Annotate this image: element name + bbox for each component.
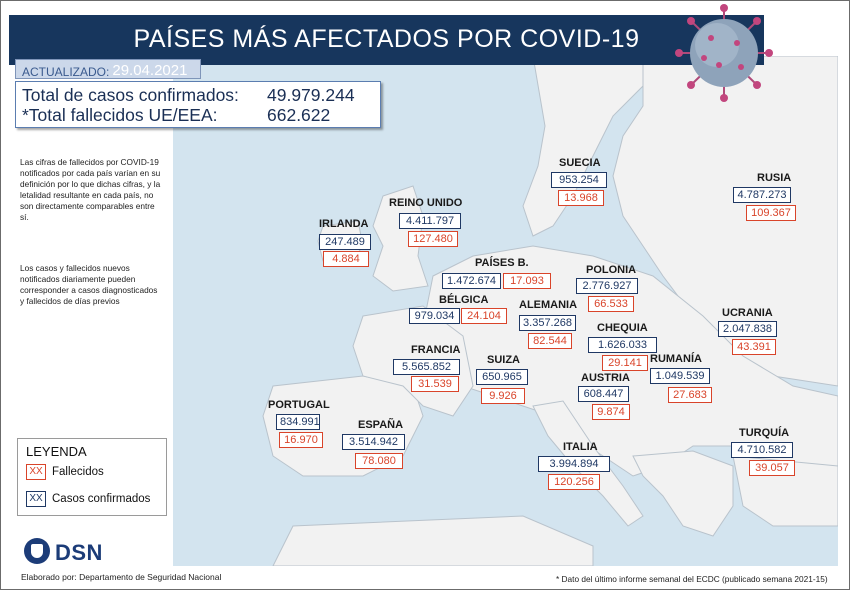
cases-italia: 3.994.894 (538, 456, 610, 472)
deaths-rusia: 109.367 (746, 205, 796, 221)
legend-cases: XX Casos confirmados (26, 491, 150, 507)
cases-portugal: 834.991 (276, 414, 320, 430)
page-title: PAÍSES MÁS AFECTADOS POR COVID-19 (133, 25, 640, 53)
total-cases-value: 49.979.244 (267, 85, 355, 105)
country-name-irlanda: IRLANDA (319, 218, 369, 230)
country-name-portugal: PORTUGAL (268, 399, 330, 411)
deaths-ucrania: 43.391 (732, 339, 776, 355)
country-name-austria: AUSTRIA (581, 372, 630, 384)
cases-espana: 3.514.942 (342, 434, 405, 450)
note-daily-reports: Los casos y fallecidos nuevos notificado… (20, 263, 158, 306)
country-name-espana: ESPAÑA (358, 419, 404, 431)
dsn-logo-text: DSN (55, 540, 103, 565)
note-deaths-definition: Las cifras de fallecidos por COVID-19 no… (20, 157, 161, 222)
cases-reino-unido: 4.411.797 (399, 213, 461, 229)
country-name-francia: FRANCIA (411, 344, 461, 356)
cases-rusia: 4.787.273 (733, 187, 791, 203)
deaths-francia: 31.539 (411, 376, 459, 392)
total-cases-label: Total de casos confirmados: (22, 85, 239, 105)
dsn-logo: DSN (21, 538, 121, 568)
title-banner: PAÍSES MÁS AFECTADOS POR COVID-19 (9, 15, 764, 65)
cases-alemania: 3.357.268 (519, 315, 576, 331)
deaths-belgica: 24.104 (461, 308, 507, 324)
cases-francia: 5.565.852 (393, 359, 460, 375)
country-name-paises-bajos: PAÍSES B. (475, 257, 529, 269)
deaths-espana: 78.080 (355, 453, 403, 469)
europe-map-shapes (262, 56, 838, 566)
country-name-turquia: TURQUÍA (739, 427, 790, 439)
virus-icon (675, 4, 773, 102)
cases-turquia: 4.710.582 (731, 442, 793, 458)
country-name-rusia: RUSIA (757, 172, 792, 184)
deaths-portugal: 16.970 (279, 432, 323, 448)
legend-deaths-swatch: XX (26, 464, 46, 480)
legend-deaths: XX Fallecidos (26, 464, 104, 480)
cases-suecia: 953.254 (551, 172, 607, 188)
country-name-suecia: SUECIA (559, 157, 601, 169)
country-name-italia: ITALIA (563, 441, 598, 453)
cases-suiza: 650.965 (476, 369, 528, 385)
total-deaths-label: *Total fallecidos UE/EEA: (22, 105, 218, 125)
legend-cases-label: Casos confirmados (52, 493, 151, 506)
europe-map (173, 56, 838, 566)
country-name-alemania: ALEMANIA (519, 299, 578, 311)
deaths-turquia: 39.057 (749, 460, 795, 476)
updated-label: ACTUALIZADO: (22, 65, 110, 79)
footnote: * Dato del último informe semanal del EC… (556, 574, 828, 584)
deaths-chequia: 29.141 (602, 355, 648, 371)
deaths-austria: 9.874 (592, 404, 630, 420)
deaths-paises-bajos: 17.093 (503, 273, 551, 289)
deaths-irlanda: 4.884 (323, 251, 369, 267)
country-name-ucrania: UCRANIA (722, 307, 773, 319)
deaths-suecia: 13.968 (558, 190, 604, 206)
cases-austria: 608.447 (578, 386, 629, 402)
country-name-reino-unido: REINO UNIDO (389, 197, 463, 209)
legend-cases-swatch: XX (26, 491, 46, 507)
coat-of-arms-icon (24, 538, 50, 564)
cases-belgica: 979.034 (409, 308, 460, 324)
cases-rumania: 1.049.539 (650, 368, 710, 384)
total-deaths-value: 662.622 (267, 105, 331, 125)
legend-title: LEYENDA (26, 444, 87, 459)
cases-paises-bajos: 1.472.674 (442, 273, 501, 289)
deaths-rumania: 27.683 (668, 387, 712, 403)
country-name-rumania: RUMANÍA (650, 353, 702, 365)
cases-ucrania: 2.047.838 (718, 321, 777, 337)
legend: LEYENDA XX Fallecidos XX Casos confirmados (17, 438, 167, 516)
updated-badge: ACTUALIZADO: 29.04.2021 (15, 59, 201, 79)
cases-irlanda: 247.489 (319, 234, 371, 250)
deaths-reino-unido: 127.480 (408, 231, 458, 247)
country-name-belgica: BÉLGICA (439, 294, 489, 306)
country-name-suiza: SUIZA (487, 354, 520, 366)
cases-chequia: 1.626.033 (588, 337, 657, 353)
totals-box: Total de casos confirmados: 49.979.244 *T… (15, 81, 381, 128)
deaths-polonia: 66.533 (588, 296, 634, 312)
cases-polonia: 2.776.927 (576, 278, 638, 294)
deaths-suiza: 9.926 (481, 388, 525, 404)
deaths-alemania: 82.544 (528, 333, 572, 349)
updated-date: 29.04.2021 (112, 62, 188, 79)
legend-deaths-label: Fallecidos (52, 466, 104, 479)
country-name-polonia: POLONIA (586, 264, 637, 276)
country-name-chequia: CHEQUIA (597, 322, 648, 334)
credit-line: Elaborado por: Departamento de Seguridad… (21, 572, 222, 582)
deaths-italia: 120.256 (548, 474, 600, 490)
